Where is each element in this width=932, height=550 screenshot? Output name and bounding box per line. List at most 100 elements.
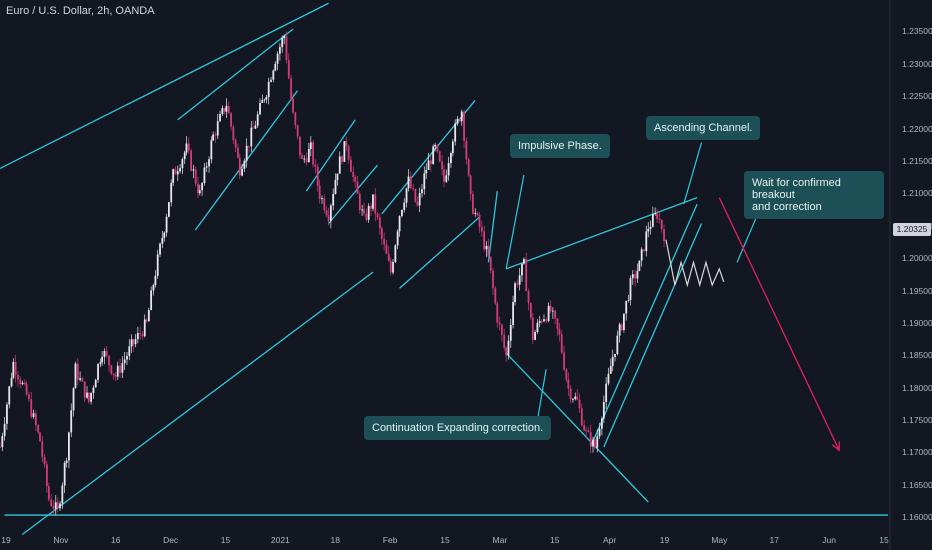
candle-body xyxy=(518,275,521,285)
x-tick-label: Nov xyxy=(53,535,69,545)
candle-body xyxy=(76,363,79,380)
y-tick-label: 1.21500 xyxy=(902,155,932,166)
candle-body xyxy=(123,359,126,364)
candle-body xyxy=(660,219,663,230)
candle-body xyxy=(531,317,534,340)
candle-body xyxy=(203,167,206,184)
candle-body xyxy=(463,111,465,141)
candle-body xyxy=(372,194,374,209)
candle-body xyxy=(416,201,419,206)
candle-body xyxy=(638,260,641,271)
candle-body xyxy=(358,193,361,210)
candle-body xyxy=(605,383,608,402)
candle-body xyxy=(263,99,266,101)
x-tick-label: 15 xyxy=(879,535,889,545)
trendline xyxy=(505,352,649,503)
candle-body xyxy=(443,169,445,182)
candle-body xyxy=(625,300,628,314)
candle-body xyxy=(587,430,590,433)
candle-body xyxy=(429,160,432,165)
candle-body xyxy=(145,319,148,322)
candle-body xyxy=(387,253,390,261)
candle-body xyxy=(314,164,317,167)
candle-body xyxy=(529,303,532,318)
candle-body xyxy=(451,141,454,154)
candle-body xyxy=(301,155,303,159)
candle-body xyxy=(116,365,119,377)
candle-body xyxy=(645,231,648,252)
candle-body xyxy=(361,209,364,211)
y-tick-label: 1.16500 xyxy=(902,479,932,490)
candle-body xyxy=(86,392,88,398)
candle-body xyxy=(241,168,243,176)
candle-body xyxy=(551,310,554,312)
candle-body xyxy=(323,198,326,211)
candle-body xyxy=(421,189,423,194)
candle-body xyxy=(90,392,93,402)
candle-body xyxy=(72,388,75,411)
candle-body xyxy=(663,229,665,241)
trendline xyxy=(589,203,698,448)
trendline xyxy=(505,196,698,270)
candle-body xyxy=(647,228,650,232)
candle-body xyxy=(616,335,619,354)
candle-body xyxy=(370,205,372,209)
candle-body xyxy=(305,158,308,163)
candle-body xyxy=(456,118,459,124)
candle-body xyxy=(270,79,272,82)
candle-body xyxy=(34,413,37,426)
candle-body xyxy=(21,382,24,385)
chart-title: Euro / U.S. Dollar, 2h, OANDA xyxy=(6,5,155,17)
candle-body xyxy=(585,430,587,432)
x-tick-label: 16 xyxy=(111,535,121,545)
candle-body xyxy=(97,363,99,380)
trendlines[interactable] xyxy=(0,2,888,535)
candle-body xyxy=(187,143,190,151)
annotation-continuation-correction[interactable]: Continuation Expanding correction. xyxy=(364,416,552,440)
candle-body xyxy=(136,333,139,340)
candle-body xyxy=(503,334,506,348)
candle-body xyxy=(179,168,181,172)
candle-body xyxy=(126,355,128,360)
candle-body xyxy=(492,270,494,289)
candle-body xyxy=(10,377,13,387)
candle-body xyxy=(512,302,514,325)
candle-body xyxy=(418,193,421,206)
candle-body xyxy=(396,231,399,246)
candle-body xyxy=(450,153,452,164)
candle-body xyxy=(350,159,352,172)
candle-body xyxy=(614,353,616,357)
candle-body xyxy=(505,347,508,356)
candle-body xyxy=(45,464,48,487)
trendline xyxy=(487,191,498,263)
candle-body xyxy=(147,310,150,322)
candle-body xyxy=(325,210,328,216)
candle-body xyxy=(385,244,388,254)
candle-body xyxy=(79,378,81,380)
trendline xyxy=(0,2,329,170)
candle-body xyxy=(197,183,199,194)
x-tick-label: 2021 xyxy=(270,535,290,545)
y-tick-label: 1.19500 xyxy=(902,285,932,296)
candle-body xyxy=(287,60,290,79)
candle-body xyxy=(152,285,155,291)
annotation-impulsive-phase[interactable]: Impulsive Phase. xyxy=(510,134,610,158)
candle-body xyxy=(267,81,270,98)
candle-body xyxy=(250,127,253,147)
candle-body xyxy=(205,166,208,168)
annotation-wait-breakout[interactable]: Wait for confirmed breakout and correcti… xyxy=(744,171,884,219)
y-tick-label: 1.17500 xyxy=(902,415,932,426)
candle-body xyxy=(223,108,226,112)
candle-body xyxy=(447,163,450,176)
candle-body xyxy=(65,460,68,463)
candle-body xyxy=(569,388,572,400)
candle-body xyxy=(656,213,659,219)
x-tick-label: 19 xyxy=(1,535,11,545)
candle-body xyxy=(119,365,121,373)
annotation-ascending-channel[interactable]: Ascending Channel. xyxy=(646,116,761,140)
candle-body xyxy=(68,432,70,461)
candle-body xyxy=(527,291,530,304)
candle-body xyxy=(50,499,53,506)
candle-body xyxy=(423,173,426,190)
